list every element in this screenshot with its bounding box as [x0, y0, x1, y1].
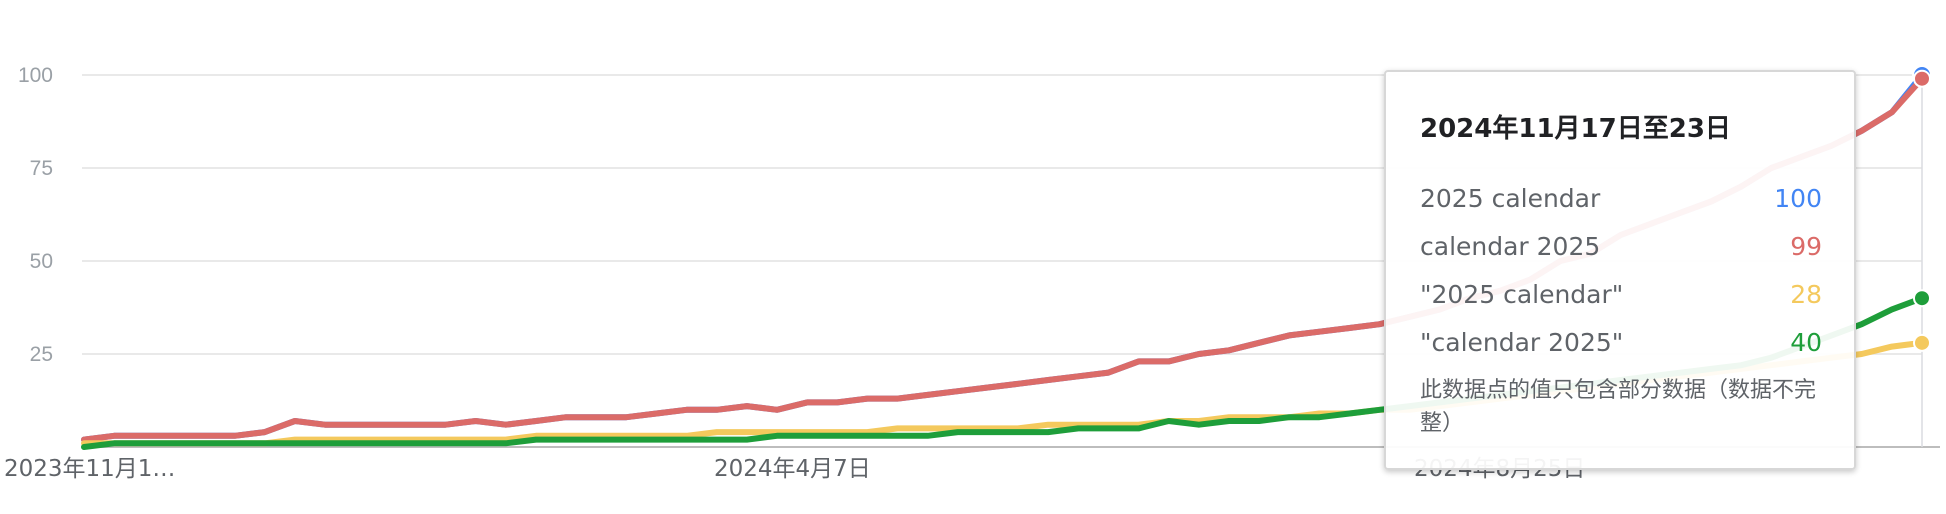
tooltip-row: "calendar 2025" 40 [1420, 328, 1822, 364]
x-tick-label: 2023年11月1… [4, 456, 175, 482]
tooltip-series-name: calendar 2025 [1420, 232, 1601, 261]
tooltip-series-value: 99 [1790, 232, 1822, 261]
partial-data-note: 此数据点的值只包含部分数据（数据不完整） [1420, 378, 1817, 436]
x-tick-label: 2024年4月7日 [714, 456, 871, 482]
tooltip-row: calendar 2025 99 [1420, 232, 1822, 268]
tooltip-series-value: 40 [1790, 328, 1822, 357]
tooltip-series-name: "calendar 2025" [1420, 328, 1624, 357]
data-point-marker [1913, 333, 1931, 352]
y-tick-label: 50 [30, 250, 53, 273]
data-point-marker [1913, 289, 1931, 308]
y-tick-label: 100 [18, 64, 53, 87]
data-point-tooltip: 2024年11月17日至23日 2025 calendar 100 calend… [1384, 70, 1856, 470]
y-tick-label: 25 [30, 343, 53, 366]
tooltip-title: 2024年11月17日至23日 [1420, 114, 1731, 144]
y-tick-label: 75 [30, 157, 53, 180]
tooltip-row: 2025 calendar 100 [1420, 184, 1822, 220]
tooltip-series-value: 100 [1774, 184, 1822, 213]
tooltip-series-name: "2025 calendar" [1420, 280, 1624, 309]
tooltip-row: "2025 calendar" 28 [1420, 280, 1822, 316]
tooltip-series-value: 28 [1790, 280, 1822, 309]
tooltip-series-name: 2025 calendar [1420, 184, 1601, 213]
data-point-marker [1913, 69, 1931, 88]
